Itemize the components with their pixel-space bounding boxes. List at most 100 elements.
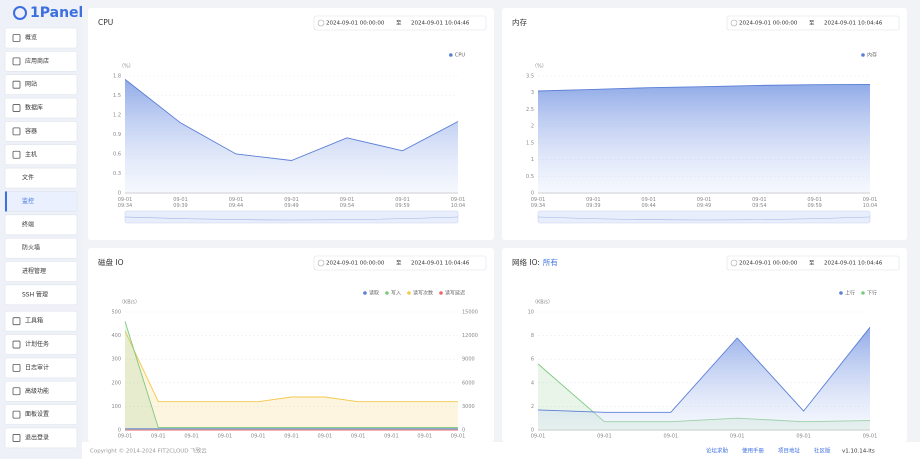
menu-label[interactable]: 概览 [25, 34, 37, 42]
y-tick-label: 0.6 [113, 152, 121, 158]
menu-icon [12, 127, 21, 136]
range-sep: 至 [809, 20, 815, 27]
y-axis-label: （KB/s） [532, 300, 553, 306]
y2-tick-label: 3000 [462, 404, 475, 410]
panel-title: 内存 [512, 17, 527, 27]
line [124, 321, 458, 429]
y-tick-label: 1.5 [113, 93, 121, 99]
date-picker[interactable] [726, 15, 900, 31]
menu-label[interactable]: 容器 [25, 127, 37, 135]
menu-label[interactable]: 面板设置 [25, 410, 49, 418]
x-tick-label: 09-01 [597, 434, 612, 440]
zoom-slider[interactable] [124, 210, 459, 224]
x-tick-label: 09-01 09:59 [807, 197, 822, 209]
x-tick-label: 09-01 09:54 [340, 197, 355, 209]
menu-label[interactable]: 退出登录 [25, 433, 49, 441]
menu-label[interactable]: 终端 [22, 220, 34, 228]
x-tick-label: 09-01 09:54 [752, 197, 767, 209]
menu-label[interactable]: 防火墙 [22, 244, 40, 252]
y-tick-label: 100 [111, 404, 121, 410]
y-tick-label: 1 [531, 157, 534, 163]
menu-label[interactable]: 高级功能 [25, 387, 49, 395]
footer-link[interactable]: 论坛求助 [706, 447, 729, 455]
menu-item[interactable] [4, 380, 78, 402]
title-link[interactable]: 所有 [543, 257, 558, 267]
menu-item[interactable] [4, 357, 78, 379]
y2-tick-label: 9000 [462, 357, 475, 363]
area [538, 327, 870, 430]
y-tick-label: 2 [531, 404, 534, 410]
logo-icon [13, 6, 27, 20]
panel-title: 网络 IO: [512, 257, 540, 267]
legend-label: 上行 [845, 290, 855, 297]
menu-item[interactable] [4, 97, 78, 119]
chart: 网络 IO: 所有 2024-09-01 00:00:00 至 2024-09-01 1… [512, 255, 900, 440]
menu-item[interactable] [4, 404, 78, 425]
menu-item[interactable] [4, 310, 78, 332]
menu-label[interactable]: 计划任务 [25, 340, 49, 348]
menu-label[interactable]: 进程管理 [22, 267, 46, 275]
menu-item[interactable] [4, 214, 78, 236]
legend-swatch [439, 291, 443, 295]
x-tick-label: 09-01 [351, 434, 366, 440]
legend-label: 读写延迟 [445, 290, 465, 297]
x-tick-label: 09-01 [218, 434, 233, 440]
x-tick-label: 09-01 [118, 434, 133, 440]
date-picker[interactable] [313, 255, 487, 271]
menu-item[interactable] [4, 27, 78, 49]
menu-label[interactable]: 日志审计 [25, 363, 49, 371]
footer-link[interactable]: 使用手册 [742, 447, 765, 455]
menu-item[interactable] [4, 51, 78, 72]
logo: 1Panel [30, 5, 83, 21]
y2-tick-label: 6000 [462, 380, 475, 386]
legend-label: 写入 [391, 291, 401, 297]
range-end: 2024-09-01 10:04:46 [411, 21, 470, 27]
footer-link[interactable]: 社区版 [814, 447, 831, 455]
y-tick-label: 2.5 [526, 107, 534, 113]
menu-item[interactable] [4, 427, 78, 449]
y-tick-label: 1.8 [113, 74, 121, 80]
date-picker[interactable] [726, 255, 900, 271]
x-tick-label: 09-01 09:34 [118, 197, 133, 209]
menu-item[interactable] [4, 121, 78, 142]
zoom-slider[interactable] [537, 210, 871, 224]
y-tick-label: 500 [111, 310, 121, 316]
menu-icon [12, 80, 21, 89]
date-picker[interactable] [313, 15, 487, 31]
range-sep: 至 [809, 260, 815, 267]
menu-label[interactable]: 监控 [22, 197, 34, 205]
menu-item[interactable] [4, 191, 78, 212]
menu-item[interactable] [4, 237, 78, 259]
menu-icon [12, 363, 21, 372]
y-tick-label: 0 [118, 191, 121, 197]
panel [88, 248, 494, 442]
legend-label: 内存 [867, 52, 877, 59]
y-tick-label: 200 [111, 380, 121, 386]
legend-label: 下行 [867, 290, 877, 297]
menu-item[interactable] [4, 261, 78, 282]
menu-item[interactable] [4, 284, 78, 306]
menu-label[interactable]: 工具箱 [25, 317, 43, 325]
menu-label[interactable]: 主机 [25, 150, 37, 158]
menu-item[interactable] [4, 334, 78, 355]
menu-label[interactable]: 网站 [25, 80, 37, 88]
line [124, 78, 459, 161]
area [125, 330, 458, 430]
legend-label: 读取 [369, 290, 379, 297]
y-tick-label: 8 [531, 333, 534, 339]
footer-link[interactable]: 项目地址 [778, 447, 801, 455]
y-tick-label: 2 [531, 124, 534, 130]
footer [82, 442, 920, 459]
menu-item[interactable] [4, 144, 78, 166]
menu-label[interactable]: 应用商店 [25, 57, 49, 65]
menu-item[interactable] [4, 167, 78, 189]
menu-label[interactable]: 数据库 [25, 104, 43, 112]
y-tick-label: 1.2 [113, 113, 121, 119]
menu-label[interactable]: SSH 管理 [22, 290, 48, 298]
menu-label[interactable]: 文件 [22, 174, 34, 182]
menu-item[interactable] [4, 74, 78, 95]
range-sep: 至 [396, 20, 402, 27]
range-start: 2024-09-01 00:00:00 [739, 261, 798, 267]
legend-swatch [449, 53, 453, 57]
